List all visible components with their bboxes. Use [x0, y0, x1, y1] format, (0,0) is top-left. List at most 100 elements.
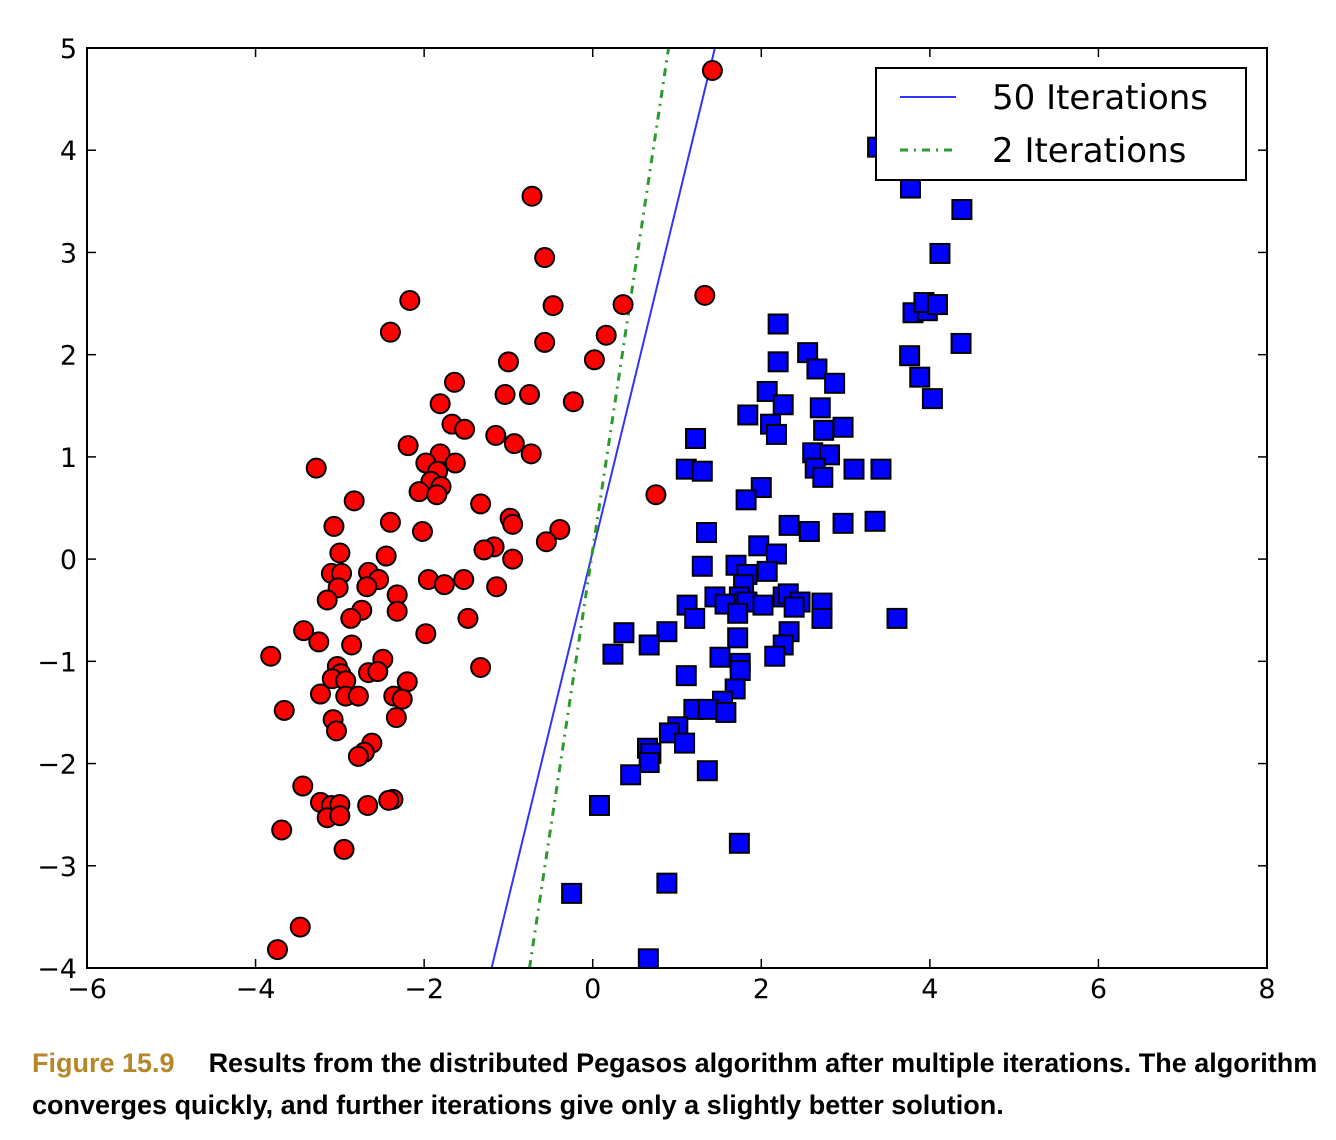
- blue-square-point: [864, 510, 886, 532]
- y-tick-label: 0: [60, 545, 77, 576]
- legend-label-2-iterations: 2 Iterations: [992, 131, 1186, 171]
- blue-square-point: [697, 698, 719, 720]
- blue-square-point: [756, 560, 778, 582]
- blue-square-point: [772, 394, 794, 416]
- series-line-2-iterations: [528, 48, 671, 968]
- red-circle-point: [343, 490, 365, 512]
- red-circle-point: [273, 699, 295, 721]
- red-circle-point: [485, 424, 507, 446]
- blue-square-point: [691, 555, 713, 577]
- red-circle-point: [454, 418, 476, 440]
- red-circle-point: [562, 391, 584, 413]
- red-circle-point: [502, 513, 524, 535]
- red-circle-point: [453, 569, 475, 591]
- blue-square-point: [735, 489, 757, 511]
- blue-square-point: [767, 313, 789, 335]
- blue-square-point: [811, 607, 833, 629]
- x-tick-label: −4: [236, 974, 276, 1005]
- red-circle-point: [379, 511, 401, 533]
- blue-square-point: [870, 458, 892, 480]
- blue-square-point: [748, 535, 770, 557]
- red-circle-point: [408, 481, 430, 503]
- red-circle-point: [520, 443, 542, 465]
- red-circle-point: [325, 720, 347, 742]
- x-tick-label: 8: [1258, 974, 1275, 1005]
- blue-square-point: [778, 514, 800, 536]
- red-circle-point: [316, 589, 338, 611]
- red-circle-point: [503, 433, 525, 455]
- blue-square-point: [656, 872, 678, 894]
- blue-square-point: [638, 752, 660, 774]
- blue-square-point: [809, 397, 831, 419]
- blue-square-point: [909, 366, 931, 388]
- blue-square-point: [832, 512, 854, 534]
- red-circle-point: [444, 452, 466, 474]
- blue-square-point: [899, 345, 921, 367]
- figure-caption: Figure 15.9 Results from the distributed …: [32, 1042, 1322, 1126]
- y-tick-label: 5: [60, 34, 77, 65]
- blue-square-point: [951, 199, 973, 221]
- blue-square-point: [727, 602, 749, 624]
- blue-square-point: [696, 522, 717, 544]
- red-circle-point: [411, 521, 433, 543]
- red-circle-point: [399, 289, 421, 311]
- blue-square-point: [767, 351, 789, 373]
- red-circle-point: [266, 939, 288, 961]
- red-circle-point: [612, 294, 634, 316]
- red-circle-point: [323, 515, 345, 537]
- red-circle-point: [391, 688, 413, 710]
- red-circle-point: [486, 576, 508, 598]
- blue-square-point: [588, 794, 610, 816]
- y-tick-label: −1: [37, 647, 77, 678]
- blue-square-point: [765, 543, 787, 565]
- red-circle-point: [443, 371, 465, 393]
- blue-square-point: [613, 622, 635, 644]
- red-circle-point: [457, 607, 479, 629]
- blue-square-point: [813, 419, 835, 441]
- y-tick-label: −4: [37, 954, 77, 985]
- series-line-50-iterations: [490, 48, 716, 968]
- blue-square-point: [765, 423, 787, 445]
- x-tick-label: 4: [921, 974, 938, 1005]
- plot-frame: [86, 47, 1268, 969]
- red-circle-point: [519, 384, 540, 406]
- red-circle-point: [494, 384, 516, 406]
- red-circle-point: [694, 284, 716, 306]
- plot-background: [87, 48, 1267, 968]
- blue-square-point: [561, 882, 583, 904]
- red-circle-point: [293, 620, 315, 642]
- red-circle-point: [470, 656, 492, 678]
- blue-square-point: [886, 607, 908, 629]
- blue-square-point: [696, 760, 718, 782]
- red-circle-point: [534, 247, 556, 269]
- blue-square-point: [637, 948, 659, 968]
- red-circle-point: [329, 805, 351, 827]
- red-circle-point: [375, 545, 397, 567]
- blue-square-point: [756, 380, 778, 402]
- y-tick-label: 3: [60, 238, 77, 269]
- blue-square-point: [929, 242, 951, 264]
- x-tick-label: −2: [404, 974, 444, 1005]
- red-circle-point: [429, 393, 451, 415]
- red-circle-point: [340, 607, 362, 629]
- red-circle-point: [645, 484, 667, 506]
- red-circle-point: [356, 576, 378, 598]
- red-circle-point: [701, 59, 723, 81]
- red-circle-point: [329, 542, 351, 564]
- x-tick-label: 6: [1090, 974, 1107, 1005]
- blue-square-point: [764, 645, 786, 667]
- blue-square-point: [620, 764, 642, 786]
- blue-square-point: [715, 701, 737, 723]
- red-circle-point: [341, 634, 363, 656]
- blue-square-point: [832, 416, 854, 438]
- y-tick-label: 4: [60, 136, 77, 167]
- red-circle-point: [521, 185, 543, 207]
- red-circle-point: [378, 789, 400, 811]
- red-circle-point: [473, 539, 495, 561]
- red-circle-point: [385, 707, 407, 729]
- red-circle-point: [386, 600, 408, 622]
- y-tick-label: −2: [37, 750, 77, 781]
- red-circle-point: [470, 493, 492, 515]
- blue-square-point: [950, 332, 972, 354]
- red-circle-point: [271, 819, 293, 841]
